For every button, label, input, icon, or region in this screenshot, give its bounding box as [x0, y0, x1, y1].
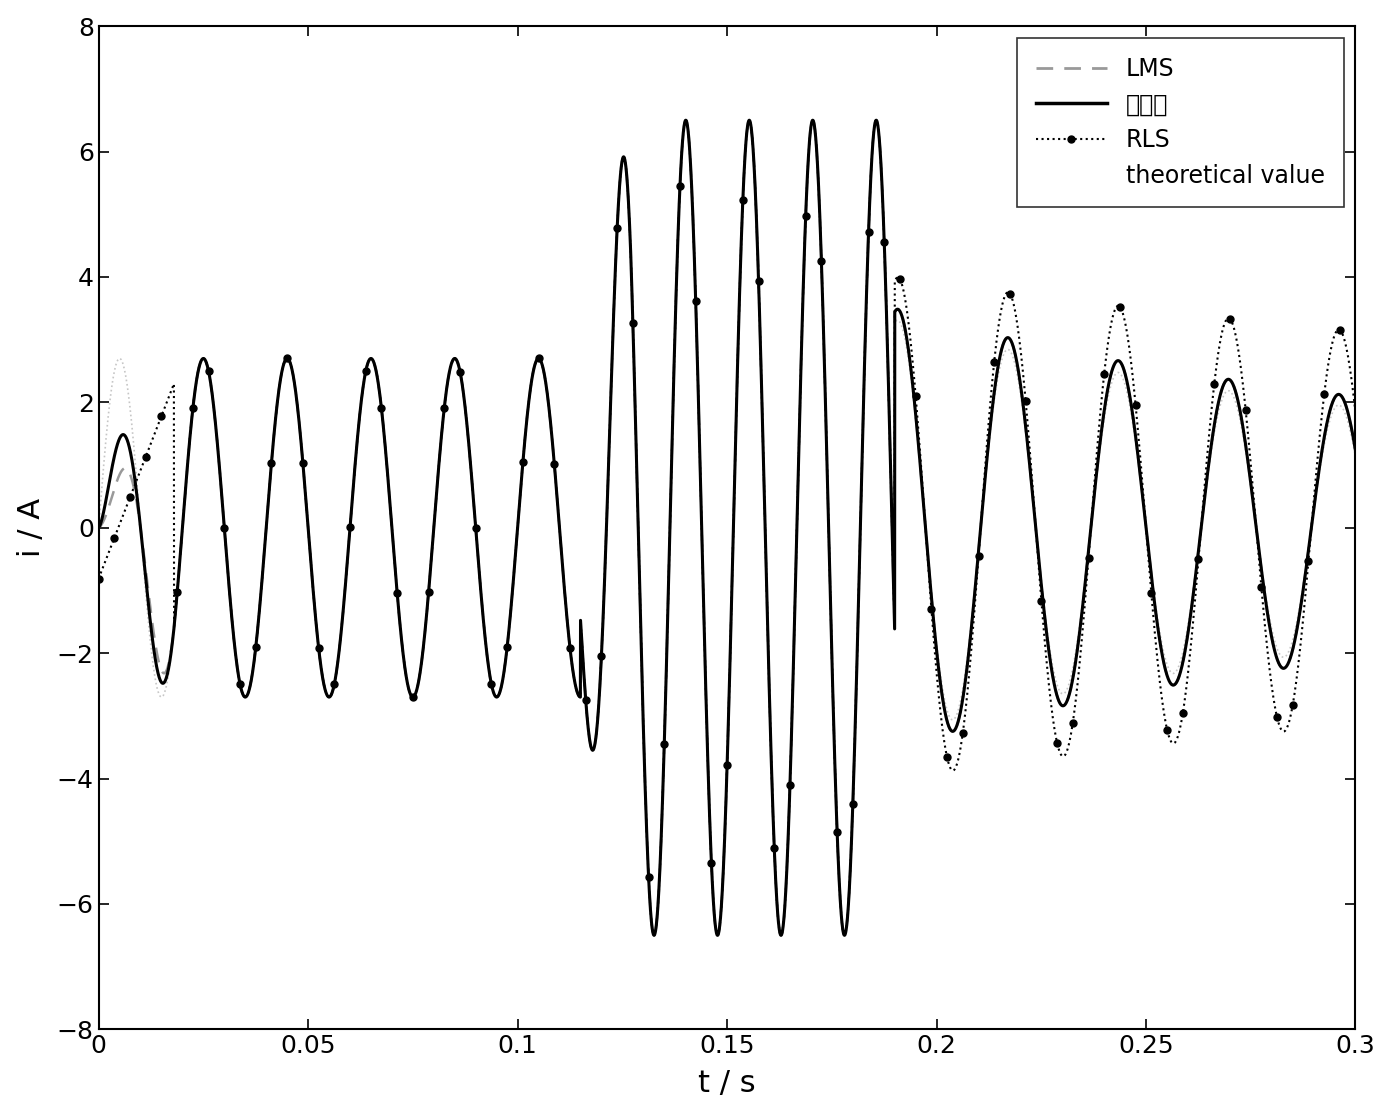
- Legend: LMS, 本发明, RLS, theoretical value: LMS, 本发明, RLS, theoretical value: [1018, 38, 1343, 207]
- Y-axis label: i / A: i / A: [17, 498, 46, 558]
- X-axis label: t / s: t / s: [699, 1069, 756, 1098]
